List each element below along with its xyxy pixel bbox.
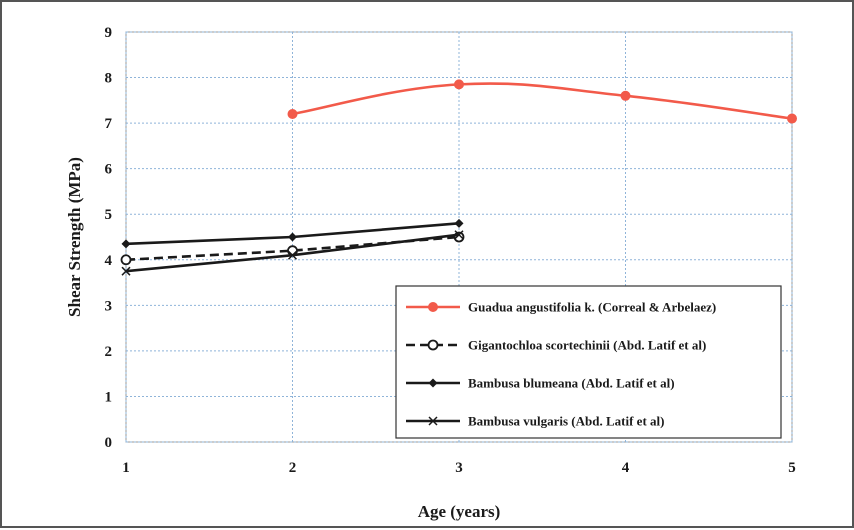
data-point: [620, 90, 631, 101]
x-tick-label: 2: [289, 460, 297, 476]
data-point: [787, 113, 797, 124]
legend-item: Bambusa blumeana (Abd. Latif et al): [406, 376, 675, 391]
x-axis-title: Age (years): [418, 502, 501, 521]
y-tick-label: 4: [105, 253, 113, 269]
y-tick-label: 9: [105, 25, 113, 41]
legend-marker: [428, 302, 438, 312]
y-axis-title: Shear Strength (MPa): [65, 157, 84, 317]
data-point: [287, 250, 298, 260]
legend-marker: [427, 339, 439, 351]
legend-label: Bambusa blumeana (Abd. Latif et al): [468, 376, 675, 391]
y-tick-label: 5: [105, 207, 113, 223]
y-tick-label: 3: [105, 298, 113, 314]
data-point: [454, 79, 464, 90]
series-4: [121, 230, 464, 276]
data-point: [121, 266, 131, 276]
data-point: [454, 218, 464, 228]
data-point: [454, 230, 464, 240]
legend-label: Guadua angustifolia k. (Correal & Arbela…: [468, 300, 716, 315]
data-point: [287, 109, 298, 119]
legend: Guadua angustifolia k. (Correal & Arbela…: [395, 285, 782, 439]
y-tick-label: 1: [105, 389, 113, 405]
data-point: [288, 232, 297, 242]
legend-marker: [428, 378, 438, 388]
y-tick-label: 8: [105, 71, 113, 87]
legend-item: Bambusa vulgaris (Abd. Latif et al): [406, 414, 664, 429]
x-tick-label: 3: [455, 460, 463, 476]
legend-box: [395, 285, 782, 439]
y-tick-label: 2: [105, 344, 113, 360]
legend-marker: [428, 416, 438, 426]
y-tick-label: 6: [105, 162, 113, 178]
legend-item: Guadua angustifolia k. (Correal & Arbela…: [406, 300, 716, 315]
legend-label: Bambusa vulgaris (Abd. Latif et al): [468, 414, 664, 429]
legend-item: Gigantochloa scortechinii (Abd. Latif et…: [406, 338, 706, 353]
series-line: [292, 82, 793, 120]
y-tick-label: 0: [105, 435, 113, 451]
y-tick-label: 7: [105, 116, 113, 132]
series-1: [287, 79, 797, 124]
series-layer: [120, 79, 797, 276]
data-point: [120, 254, 132, 266]
x-tick-label: 4: [622, 460, 630, 476]
x-tick-label: 1: [122, 460, 130, 476]
x-tick-label: 5: [788, 460, 796, 476]
series-3: [121, 218, 464, 249]
legend-label: Gigantochloa scortechinii (Abd. Latif et…: [468, 338, 706, 353]
data-point: [121, 239, 131, 249]
